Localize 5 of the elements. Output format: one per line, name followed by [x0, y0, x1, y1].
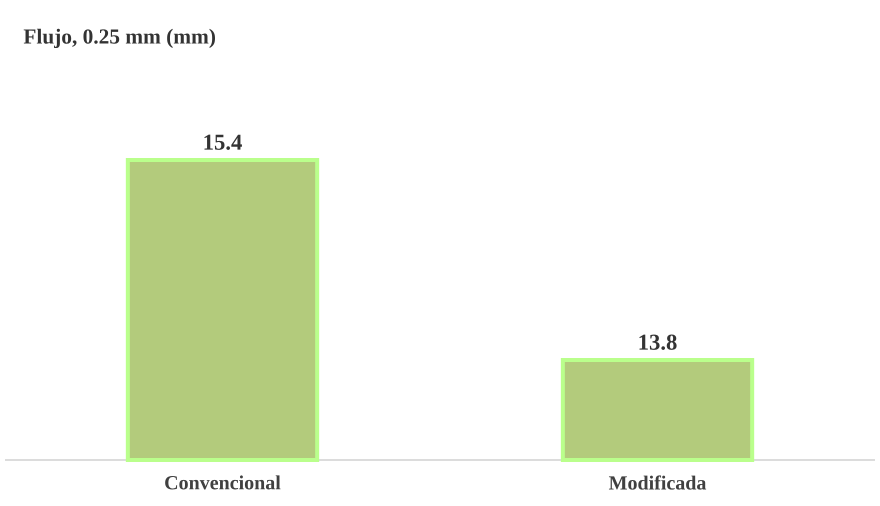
x-tick-label: Modificada [608, 475, 706, 490]
chart-title: Flujo, 0.25 mm (mm) [24, 28, 215, 48]
x-tick-label: Convencional [165, 475, 280, 490]
data-label: 13.8 [640, 334, 677, 350]
data-label: 15.4 [204, 134, 242, 150]
